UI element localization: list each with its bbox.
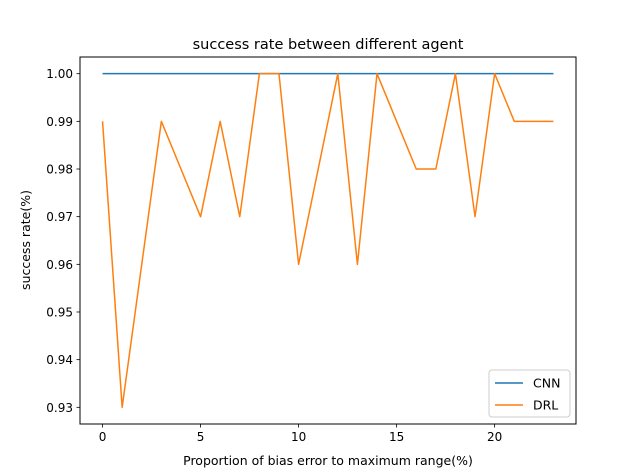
axes-frame [79, 56, 577, 425]
y-tick-label: 0.95 [46, 305, 73, 319]
x-tick-label: 0 [99, 430, 107, 444]
x-tick-label: 5 [197, 430, 205, 444]
series-line-drl [101, 72, 554, 409]
y-axis: 0.93 0.94 0.95 0.96 0.97 0.98 0.99 1.00 [46, 67, 80, 415]
legend: CNN DRL [488, 369, 571, 418]
y-tick-label: 0.97 [46, 210, 73, 224]
y-tick-label: 0.94 [46, 353, 73, 367]
legend-label-drl: DRL [533, 398, 558, 413]
y-tick-label: 0.98 [46, 163, 73, 177]
y-tick-label: 1.00 [46, 67, 73, 81]
y-axis-label: success rate(%) [18, 190, 33, 290]
chart-title: success rate between different agent [193, 37, 464, 53]
legend-label-cnn: CNN [533, 376, 560, 391]
x-tick-label: 15 [389, 430, 404, 444]
x-tick-label: 10 [291, 430, 306, 444]
y-tick-label: 0.96 [46, 258, 73, 272]
x-axis-label: Proportion of bias error to maximum rang… [183, 453, 473, 468]
y-tick-label: 0.99 [46, 115, 73, 129]
x-axis: 0 5 10 15 20 [99, 424, 502, 444]
x-tick-label: 20 [487, 430, 502, 444]
plot-area [101, 72, 554, 409]
y-tick-label: 0.93 [46, 401, 73, 415]
